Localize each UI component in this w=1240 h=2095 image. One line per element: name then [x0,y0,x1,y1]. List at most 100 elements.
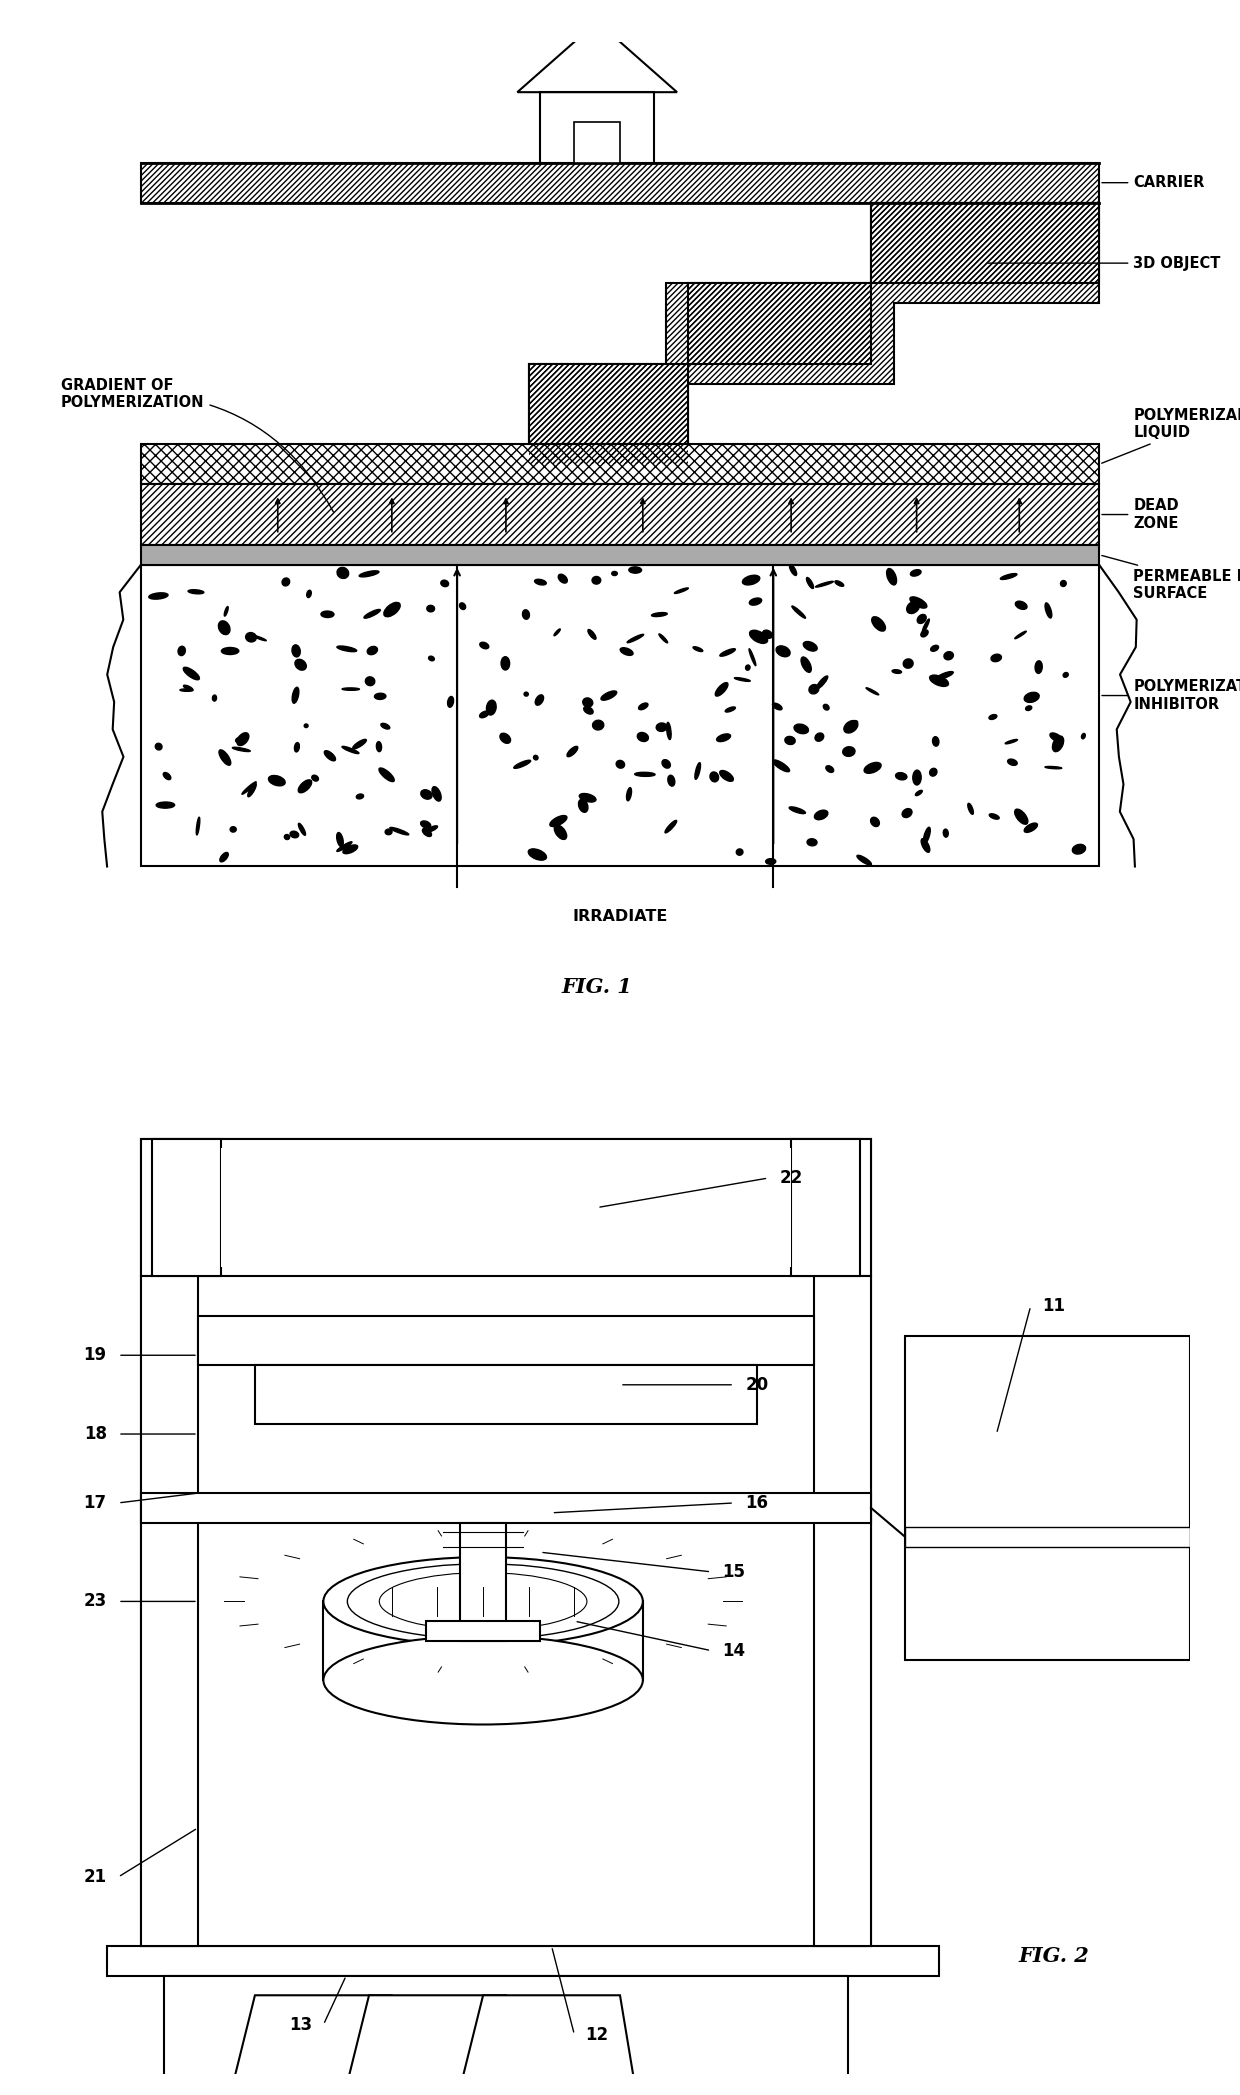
Ellipse shape [525,691,528,696]
Text: 15: 15 [723,1563,745,1582]
Bar [164,1976,848,2095]
Ellipse shape [579,800,588,813]
Ellipse shape [1060,580,1066,587]
Text: DEAD
ZONE: DEAD ZONE [1102,499,1179,530]
Ellipse shape [432,786,441,800]
Ellipse shape [347,1563,619,1638]
Ellipse shape [749,649,756,666]
Ellipse shape [620,647,634,656]
Ellipse shape [743,576,760,585]
Ellipse shape [694,763,701,779]
Bar [141,1276,198,1946]
Ellipse shape [616,760,625,769]
Ellipse shape [662,760,671,769]
Ellipse shape [480,710,489,719]
Ellipse shape [734,677,750,681]
Ellipse shape [693,647,703,652]
Ellipse shape [460,603,466,610]
Ellipse shape [823,704,830,710]
Ellipse shape [635,773,655,777]
Ellipse shape [528,848,547,861]
Ellipse shape [384,603,401,616]
Ellipse shape [1016,601,1027,610]
Ellipse shape [1035,660,1043,672]
Ellipse shape [196,817,200,836]
Ellipse shape [294,742,299,752]
Text: FIG. 2: FIG. 2 [1018,1946,1089,1965]
Ellipse shape [967,802,973,815]
Ellipse shape [785,737,795,744]
Ellipse shape [806,578,813,589]
Ellipse shape [291,645,300,658]
Text: 20: 20 [745,1376,769,1393]
Ellipse shape [184,685,193,691]
Bar [541,92,655,163]
Text: 17: 17 [83,1494,107,1513]
Ellipse shape [164,773,171,779]
Ellipse shape [808,685,818,693]
Ellipse shape [248,784,257,796]
Ellipse shape [342,746,358,754]
Ellipse shape [1073,844,1085,855]
Ellipse shape [224,608,228,616]
Ellipse shape [299,779,311,792]
Ellipse shape [651,612,667,616]
Ellipse shape [892,670,901,672]
Ellipse shape [887,568,897,585]
Ellipse shape [149,593,167,599]
Ellipse shape [156,802,175,809]
Ellipse shape [1024,823,1038,832]
Ellipse shape [155,744,162,750]
Ellipse shape [817,677,828,689]
Ellipse shape [337,645,357,652]
Ellipse shape [930,769,937,775]
Ellipse shape [749,631,768,643]
Ellipse shape [379,1573,587,1630]
Ellipse shape [324,1636,642,1724]
Ellipse shape [420,790,432,798]
Ellipse shape [352,740,366,748]
Bar [141,163,1099,203]
Ellipse shape [513,760,531,769]
Ellipse shape [923,618,929,633]
Ellipse shape [365,610,381,618]
Ellipse shape [639,704,649,710]
Ellipse shape [252,635,267,641]
Ellipse shape [629,568,641,574]
Ellipse shape [944,830,949,838]
Text: IRRADIATE: IRRADIATE [573,909,667,924]
Ellipse shape [311,775,319,781]
Ellipse shape [866,687,879,696]
Ellipse shape [903,809,911,817]
Ellipse shape [921,631,928,637]
Text: 22: 22 [780,1169,802,1188]
Ellipse shape [675,589,688,593]
Ellipse shape [306,591,311,597]
Bar [221,1148,791,1267]
Ellipse shape [290,832,299,838]
Ellipse shape [930,675,949,687]
Ellipse shape [268,775,285,786]
Polygon shape [528,203,1099,444]
Ellipse shape [794,725,808,733]
Ellipse shape [427,825,438,832]
Ellipse shape [420,821,430,828]
Ellipse shape [295,660,306,670]
Ellipse shape [533,756,538,760]
Ellipse shape [931,645,939,652]
Text: 21: 21 [83,1869,107,1886]
Text: 12: 12 [585,2026,609,2043]
Ellipse shape [593,721,604,729]
Ellipse shape [843,746,856,756]
Bar [324,1601,642,1680]
Ellipse shape [219,853,228,861]
Ellipse shape [448,696,454,708]
Ellipse shape [579,794,596,802]
Ellipse shape [591,576,600,585]
Bar [141,163,1099,203]
Ellipse shape [864,763,882,773]
Ellipse shape [218,620,229,635]
Text: 19: 19 [83,1347,107,1364]
Text: POLYMERIZATION
INHIBITOR: POLYMERIZATION INHIBITOR [1102,679,1240,712]
Bar [107,1946,940,1976]
